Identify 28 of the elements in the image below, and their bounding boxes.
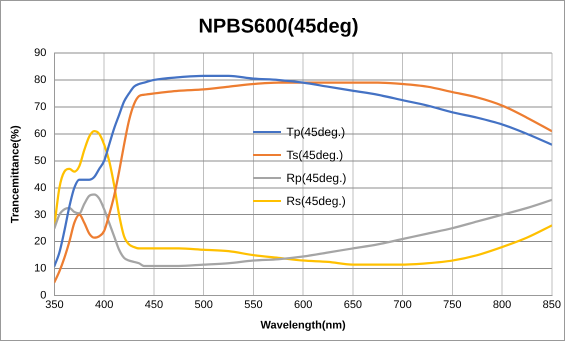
x-tick-label: 700 bbox=[393, 299, 412, 312]
legend-label: Rp(45deg.) bbox=[286, 171, 346, 186]
y-axis-title: Trancemittance(%) bbox=[10, 125, 22, 224]
x-axis-title: Wavelength(nm) bbox=[260, 319, 346, 332]
x-tick-label: 850 bbox=[542, 299, 562, 312]
y-tick-label: 0 bbox=[40, 290, 46, 302]
x-tick-label: 500 bbox=[194, 299, 213, 312]
x-tick-label: 350 bbox=[45, 299, 64, 312]
x-tick-label: 800 bbox=[492, 299, 512, 312]
x-tick-label: 450 bbox=[144, 299, 164, 312]
y-tick-label: 70 bbox=[34, 100, 46, 113]
x-tick-label: 550 bbox=[244, 299, 263, 312]
legend-label: Rs(45deg.) bbox=[286, 194, 346, 208]
x-tick-label: 600 bbox=[294, 299, 312, 312]
y-tick-label: 90 bbox=[34, 47, 46, 60]
x-tick-label: 650 bbox=[344, 299, 362, 312]
y-tick-label: 40 bbox=[34, 182, 46, 194]
chart-title: NPBS600(45deg) bbox=[198, 16, 359, 38]
legend-label: Tp(45deg.) bbox=[286, 125, 346, 140]
y-tick-label: 20 bbox=[34, 236, 46, 248]
x-tick-label: 750 bbox=[443, 299, 462, 312]
y-tick-label: 10 bbox=[34, 262, 46, 275]
y-tick-label: 80 bbox=[34, 74, 46, 86]
x-tick-label: 400 bbox=[94, 299, 114, 312]
legend-label: Ts(45deg.) bbox=[286, 148, 344, 162]
y-tick-label: 30 bbox=[34, 208, 46, 221]
y-tick-label: 50 bbox=[34, 154, 46, 167]
y-tick-label: 60 bbox=[34, 128, 46, 140]
